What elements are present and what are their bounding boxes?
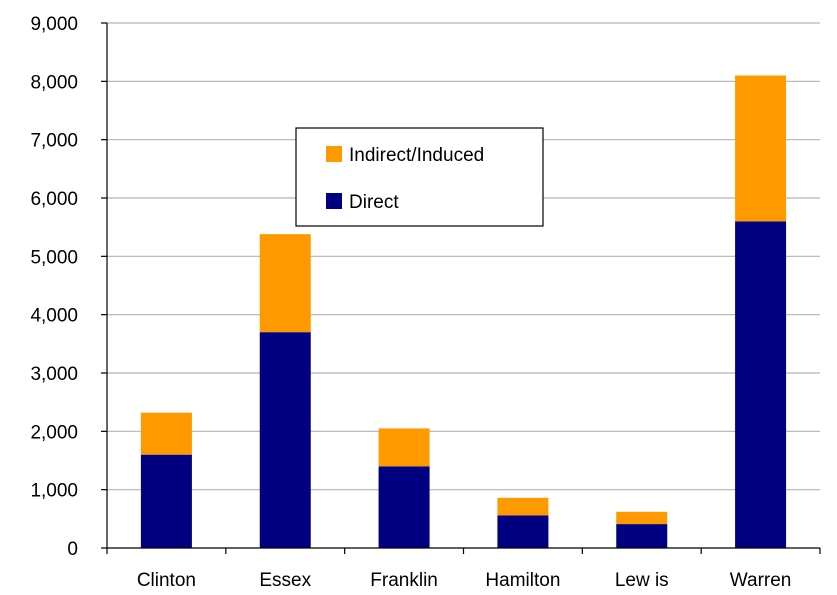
y-tick-label-9000: 9,000 (30, 14, 78, 35)
axes (101, 22, 821, 554)
legend-swatch-indirect-induced (326, 146, 342, 162)
legend: Indirect/Induced Direct (295, 127, 544, 227)
y-tick-label-8000: 8,000 (30, 72, 78, 93)
legend-swatch-direct (326, 193, 342, 209)
y-tick-label-3000: 3,000 (30, 364, 78, 385)
y-tick-labels: 0 1,000 2,000 3,000 4,000 5,000 6,000 7,000 8,00… (30, 14, 78, 560)
y-tick-label-4000: 4,000 (30, 306, 78, 327)
x-label-lew-is: Lew is (615, 570, 669, 591)
category-labels: Clinton Essex Franklin Hamilton Lew is Warren (137, 570, 792, 591)
bar-hamilton-direct (497, 515, 549, 548)
x-label-franklin: Franklin (370, 570, 438, 591)
gridlines (107, 22, 820, 491)
bar-franklin-indirect-induced (378, 428, 430, 467)
bar-hamilton-indirect-induced (497, 497, 549, 516)
y-tick-label-1000: 1,000 (30, 481, 78, 502)
y-tick-label-5000: 5,000 (30, 247, 78, 268)
bar-franklin-direct (378, 466, 430, 548)
x-label-essex: Essex (259, 570, 311, 591)
y-tick-label-7000: 7,000 (30, 131, 78, 152)
legend-label-direct: Direct (349, 192, 399, 213)
x-label-clinton: Clinton (137, 570, 196, 591)
x-label-warren: Warren (730, 570, 792, 591)
bar-essex-indirect-induced (259, 234, 311, 333)
bar-warren-indirect-induced (735, 75, 787, 222)
bar-lew-is-direct (616, 524, 668, 548)
bar-clinton-direct (140, 454, 192, 548)
bars (140, 75, 787, 549)
bar-clinton-indirect-induced (140, 412, 192, 455)
x-label-hamilton: Hamilton (485, 570, 560, 591)
legend-box (295, 127, 544, 227)
legend-label-indirect-induced: Indirect/Induced (349, 145, 484, 166)
bar-essex-direct (259, 332, 311, 548)
y-tick-label-0: 0 (67, 539, 78, 560)
y-tick-label-2000: 2,000 (30, 422, 78, 443)
bar-warren-direct (735, 221, 787, 549)
y-tick-label-6000: 6,000 (30, 189, 78, 210)
bar-lew-is-indirect-induced (616, 511, 668, 525)
